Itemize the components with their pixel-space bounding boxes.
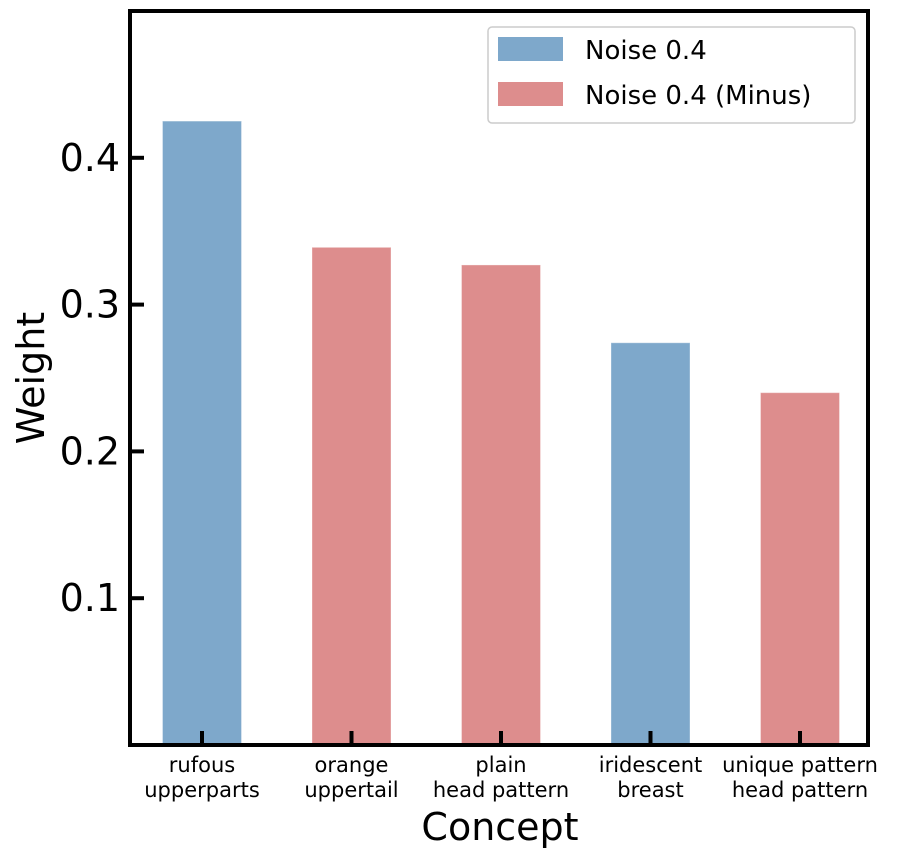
legend-box — [487, 26, 856, 124]
x-tick-label-1-line2: uppertail — [304, 778, 398, 802]
x-tick-label-4-line1: unique pattern — [722, 753, 878, 777]
x-tick-label-0-line2: upperparts — [144, 778, 260, 802]
x-tick-label-3-line2: breast — [617, 778, 683, 802]
legend-label-noise: Noise 0.4 — [585, 36, 707, 66]
bar-0 — [162, 120, 242, 746]
legend: Noise 0.4 Noise 0.4 (Minus) — [487, 26, 856, 124]
bar-4 — [760, 392, 840, 746]
plot-frame — [128, 9, 870, 747]
y-tick-label-0: 0.1 — [60, 576, 120, 620]
x-tick-label-2-line2: head pattern — [433, 778, 569, 802]
legend-swatch-noise — [498, 37, 563, 61]
x-axis-title: Concept — [421, 805, 578, 849]
legend-swatch-noise-minus — [498, 82, 563, 106]
x-tick-label-3-line1: iridescent — [599, 753, 703, 777]
y-tick-label-1: 0.2 — [60, 429, 120, 473]
x-tick-label-4-line2: head pattern — [732, 778, 868, 802]
legend-label-noise-minus: Noise 0.4 (Minus) — [585, 81, 811, 111]
y-tick-label-3: 0.4 — [60, 136, 120, 180]
x-tick-label-2-line1: plain — [475, 753, 526, 777]
bar-2 — [461, 264, 541, 746]
x-tick-label-1-line1: orange — [315, 753, 389, 777]
bar-3 — [610, 342, 691, 746]
axis-ticks: rufousupperpartsorangeuppertailplainhead… — [60, 136, 878, 802]
y-tick-label-2: 0.3 — [60, 283, 120, 327]
bars — [162, 120, 840, 746]
x-tick-label-0-line1: rufous — [169, 753, 235, 777]
bar-1 — [311, 246, 392, 746]
y-axis-title: Weight — [9, 312, 53, 444]
